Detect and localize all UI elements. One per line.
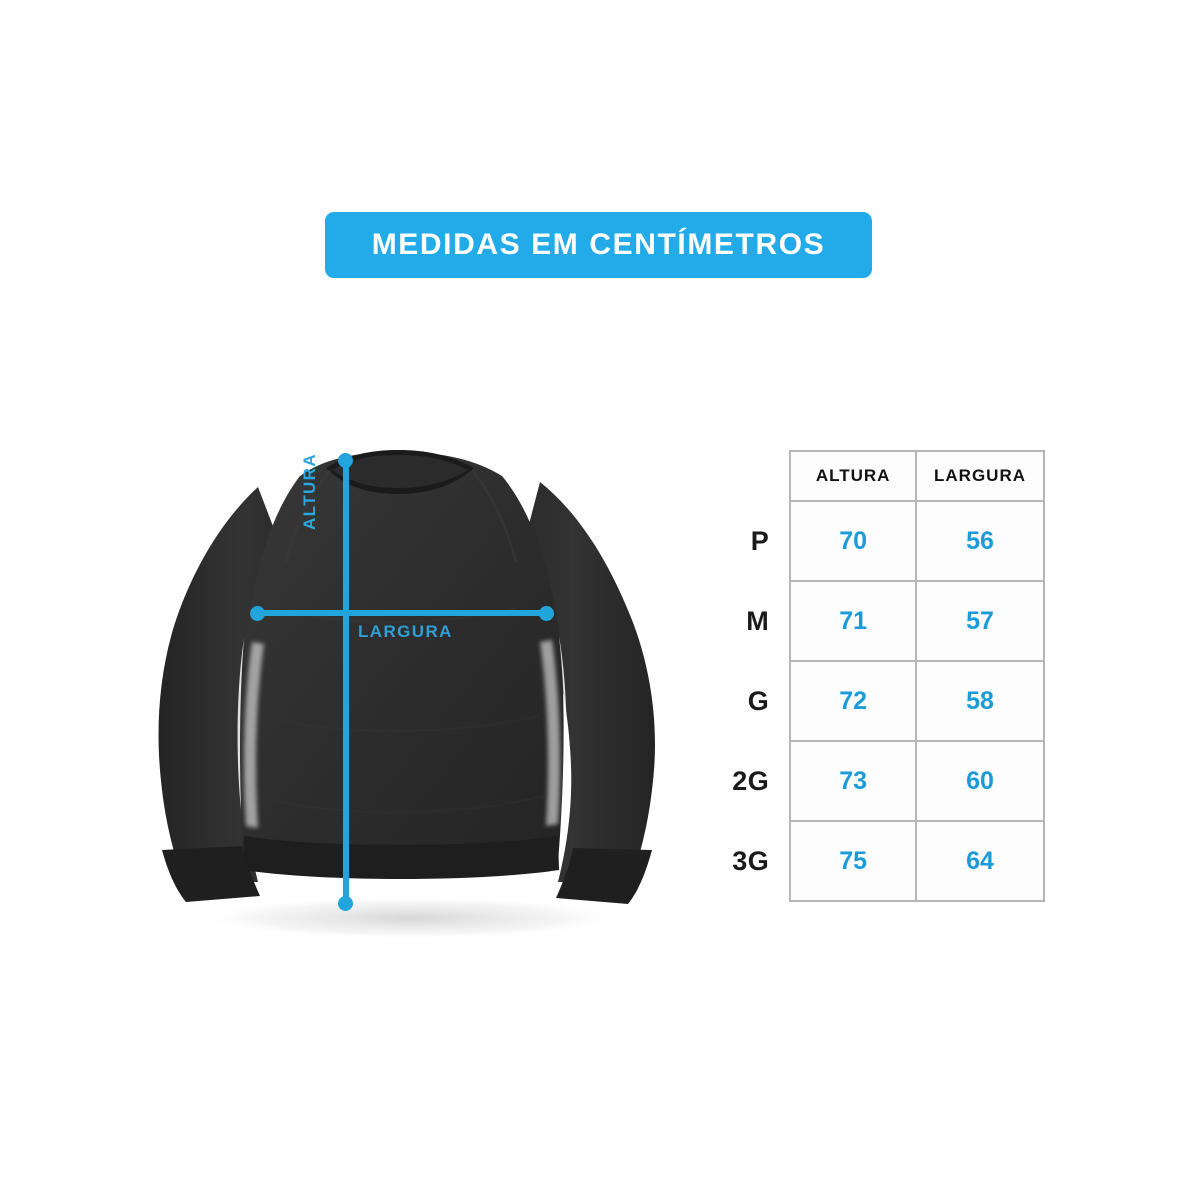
cell-g-largura: 58: [915, 660, 1045, 742]
table-row: 2G 73 60: [700, 740, 1045, 822]
right-sleeve-gap: [559, 636, 567, 812]
cell-g-altura: 72: [789, 660, 917, 742]
table-row: M 71 57: [700, 580, 1045, 662]
left-shoulder-seam: [284, 469, 331, 563]
right-shoulder-seam: [471, 469, 518, 563]
drop-shadow: [195, 896, 625, 940]
size-label-p: P: [750, 525, 770, 556]
sweatshirt-body: [239, 452, 564, 864]
right-sleeve: [516, 482, 656, 884]
header-spacer-cell: [700, 451, 790, 501]
measurements-banner: MEDIDAS EM CENTÍMETROS: [325, 212, 872, 278]
column-header-largura: LARGURA: [915, 450, 1045, 502]
right-cuff: [556, 848, 652, 904]
size-label-g: G: [747, 685, 770, 716]
size-label-m: M: [746, 605, 770, 636]
table-header-row: ALTURA LARGURA: [700, 450, 1045, 502]
table-row: P 70 56: [700, 500, 1045, 582]
table-row: G 72 58: [700, 660, 1045, 742]
table-row: 3G 75 64: [700, 820, 1045, 902]
garment-illustration: ALTURA LARGURA: [140, 430, 680, 950]
bottom-hem: [243, 836, 559, 879]
fabric-fold: [271, 795, 545, 814]
size-table: ALTURA LARGURA P 70 56 M 71 57 G 72 58 2…: [700, 450, 1045, 902]
cell-3g-altura: 75: [789, 820, 917, 902]
left-sleeve-gap: [237, 638, 244, 810]
column-header-altura: ALTURA: [789, 450, 917, 502]
cell-p-largura: 56: [915, 500, 1045, 582]
size-table-container: ALTURA LARGURA P 70 56 M 71 57 G 72 58 2…: [700, 450, 1045, 902]
cell-m-largura: 57: [915, 580, 1045, 662]
left-underarm-gap: [244, 642, 264, 828]
right-underarm-gap: [540, 640, 560, 826]
cell-3g-largura: 64: [915, 820, 1045, 902]
sweatshirt-svg: [158, 450, 656, 940]
size-label-3g: 3G: [732, 845, 770, 876]
cell-2g-largura: 60: [915, 740, 1045, 822]
size-label-2g: 2G: [732, 765, 770, 796]
banner-title: MEDIDAS EM CENTÍMETROS: [371, 228, 826, 261]
cell-m-altura: 71: [789, 580, 917, 662]
left-cuff: [162, 846, 260, 902]
cell-p-altura: 70: [789, 500, 917, 582]
collar-inner: [332, 455, 468, 488]
cell-2g-altura: 73: [789, 740, 917, 822]
fabric-fold: [279, 715, 541, 732]
